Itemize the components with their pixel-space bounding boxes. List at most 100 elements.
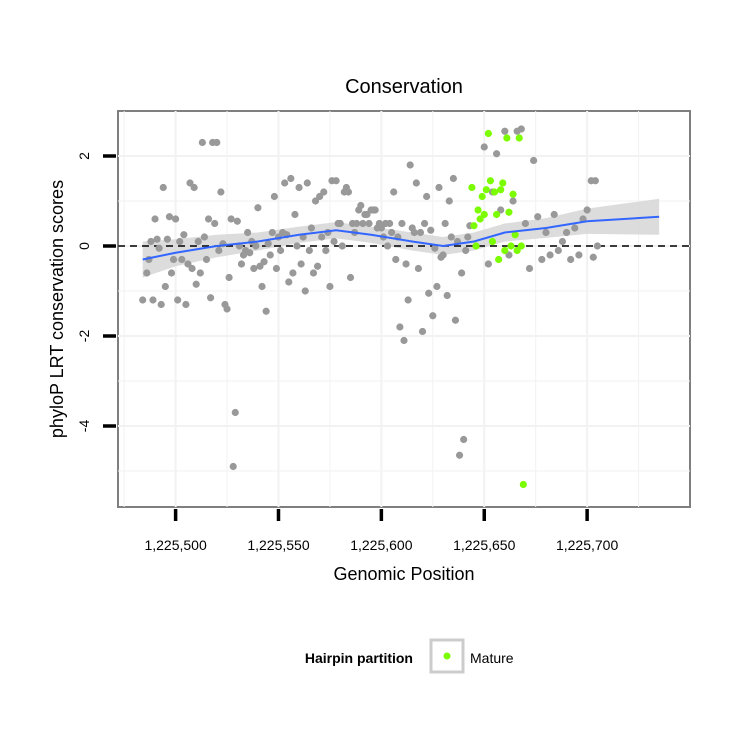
other-point — [593, 242, 602, 250]
other-point — [297, 260, 305, 268]
other-point — [330, 237, 338, 246]
other-point — [264, 240, 272, 248]
other-point — [501, 127, 509, 135]
other-point — [534, 213, 542, 221]
other-point — [406, 161, 414, 169]
other-point — [169, 255, 178, 264]
other-point — [583, 206, 591, 214]
other-point — [420, 219, 429, 228]
other-point — [346, 273, 355, 282]
other-point — [538, 255, 546, 264]
other-point — [180, 231, 188, 239]
other-point — [418, 327, 427, 336]
other-point — [223, 305, 231, 313]
other-point — [435, 183, 443, 192]
other-point — [151, 215, 159, 223]
mature-point — [499, 179, 507, 187]
other-point — [174, 296, 182, 304]
other-point — [530, 156, 538, 165]
other-point — [431, 244, 439, 252]
mature-point — [507, 242, 515, 250]
other-point — [359, 219, 367, 228]
other-point — [460, 435, 468, 444]
x-tick-label: 1,225,550 — [247, 537, 309, 553]
mature-point — [474, 206, 482, 214]
x-tick-label: 1,225,700 — [556, 537, 618, 553]
mature-point — [468, 183, 476, 192]
other-point — [509, 197, 517, 205]
other-point — [303, 179, 311, 187]
other-point — [567, 255, 575, 264]
other-point — [517, 125, 525, 133]
other-point — [589, 253, 597, 261]
other-point — [427, 226, 435, 234]
other-point — [225, 273, 233, 282]
other-point — [447, 233, 455, 241]
other-point — [357, 201, 365, 210]
y-axis: -4 -2 0 2 — [76, 152, 116, 432]
other-point — [153, 235, 161, 243]
other-point — [307, 224, 316, 232]
other-point — [441, 219, 449, 228]
other-point — [192, 280, 200, 288]
other-point — [336, 219, 344, 228]
x-axis-label: Genomic Position — [333, 564, 474, 584]
other-point — [388, 228, 396, 237]
other-point — [414, 264, 423, 273]
mature-point — [480, 210, 488, 219]
legend-key-mature — [443, 652, 451, 660]
other-point — [301, 287, 309, 295]
mature-point — [509, 190, 517, 198]
other-point — [281, 179, 289, 187]
other-point — [305, 246, 313, 255]
other-point — [402, 260, 410, 268]
other-point — [167, 269, 176, 277]
other-point — [575, 251, 583, 259]
y-tick-label: -4 — [76, 420, 92, 433]
mature-point — [490, 188, 499, 196]
other-point — [439, 251, 447, 259]
x-tick-label: 1,225,600 — [350, 537, 412, 553]
other-point — [215, 246, 223, 255]
other-point — [272, 264, 281, 273]
other-point — [254, 204, 262, 212]
other-point — [318, 233, 326, 241]
other-point — [233, 217, 241, 225]
legend: Hairpin partition Mature — [305, 638, 514, 674]
other-point — [289, 269, 297, 277]
chart-title: Conservation — [345, 76, 463, 98]
other-point — [455, 451, 464, 459]
other-point — [392, 255, 400, 264]
other-point — [139, 296, 147, 304]
other-point — [313, 262, 322, 270]
other-point — [344, 188, 353, 196]
other-point — [268, 228, 276, 237]
other-point — [244, 228, 252, 237]
mature-point — [495, 255, 503, 264]
other-point — [443, 291, 451, 300]
mature-point — [517, 242, 525, 250]
mature-point — [470, 222, 478, 230]
mature-point — [472, 242, 480, 250]
other-point — [591, 177, 599, 185]
other-point — [149, 296, 157, 304]
other-point — [492, 150, 501, 158]
other-point — [458, 269, 466, 277]
mature-point — [482, 186, 490, 194]
other-point — [291, 210, 299, 219]
other-point — [270, 192, 278, 201]
other-point — [262, 307, 270, 315]
other-point — [383, 242, 392, 250]
other-point — [204, 215, 213, 223]
other-point — [200, 233, 209, 241]
other-point — [412, 179, 420, 187]
other-point — [190, 183, 198, 192]
other-point — [332, 177, 340, 185]
mature-point — [486, 177, 495, 185]
other-point — [260, 258, 268, 266]
other-point — [546, 251, 554, 259]
other-point — [385, 219, 394, 228]
other-point — [188, 264, 196, 273]
y-tick-label: 0 — [76, 242, 92, 250]
